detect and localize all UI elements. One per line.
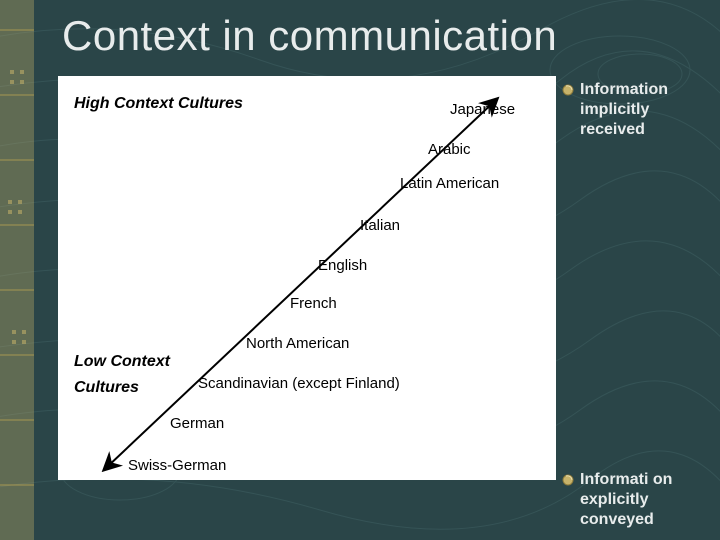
culture-label-1: Arabic — [428, 141, 471, 158]
slide-title: Context in communication — [62, 12, 557, 60]
annotation-explicit: Informati on explicitly conveyed — [580, 470, 690, 530]
culture-label-5: French — [290, 295, 337, 312]
culture-label-2: Latin American — [400, 175, 499, 192]
bullet-icon — [562, 474, 574, 486]
culture-label-7: Scandinavian (except Finland) — [198, 375, 400, 392]
culture-label-6: North American — [246, 335, 349, 352]
annotation-implicit: Information implicitly received — [580, 80, 690, 140]
heading-low-context-l1: Low Context — [74, 353, 171, 370]
context-chart: High Context Cultures Low Context Cultures… — [58, 76, 556, 480]
slide: Context in communication High Context Cu… — [0, 0, 720, 540]
heading-low-context-l2: Cultures — [74, 379, 139, 396]
heading-high-context: High Context Cultures — [74, 95, 243, 112]
culture-label-0: Japanese — [450, 101, 515, 118]
culture-label-8: German — [170, 415, 224, 432]
annotation-bottom-text: Informati on explicitly conveyed — [580, 471, 672, 528]
culture-label-9: Swiss-German — [128, 457, 226, 474]
annotation-top-text: Information implicitly received — [580, 81, 668, 138]
culture-label-3: Italian — [360, 217, 400, 234]
bullet-icon — [562, 84, 574, 96]
culture-label-4: English — [318, 257, 367, 274]
